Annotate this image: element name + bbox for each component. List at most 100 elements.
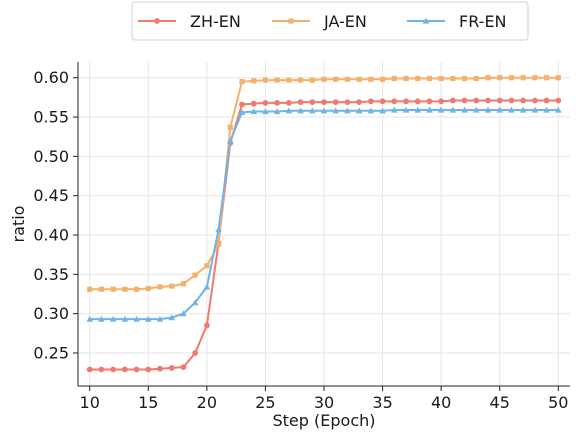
zh-en-point [86,366,93,373]
zh-en-point [543,97,550,104]
zh-en-point [531,97,538,104]
legend-label: ZH-EN [190,12,241,31]
ja-en-point [110,286,116,292]
y-tick-label: 0.45 [33,186,69,205]
zh-en-point [414,98,421,105]
fr-en-point [203,283,211,290]
ja-en-point [520,75,526,81]
fr-en-point [402,106,410,113]
zh-en-point [391,98,398,105]
fr-en-point [273,108,281,115]
zh-en-point [438,98,445,105]
ja-en-point [473,75,479,82]
legend-box [131,1,529,41]
fr-en-point [472,106,480,113]
fr-en-point [98,315,105,322]
zh-en-point [555,97,562,104]
fr-en-point [332,107,340,114]
fr-en-point [496,106,504,113]
fr-en-point [308,107,316,114]
y-axis-label: ratio [9,206,28,243]
zh-en-point [520,97,527,104]
ja-en-point [497,75,503,81]
zh-en-point [332,99,339,106]
ja-en-point [204,263,210,269]
ja-en-point [297,77,304,83]
series-layer [86,75,562,373]
ja-en-point [450,75,456,82]
ja-en-point [215,241,222,248]
ja-en-point [391,75,397,82]
fr-en-point [133,315,140,322]
ja-en-point [321,76,327,82]
series-ja-en [87,75,561,292]
legend-fr-en-point [422,17,430,24]
ja-en-point [403,75,409,82]
zh-en-point [145,366,152,373]
ja-en-point [461,75,468,82]
ja-en-point [344,76,351,82]
x-tick-label: 35 [372,393,392,412]
fr-en-point [531,106,539,113]
zh-en-point [379,98,386,105]
x-axis-label: Step (Epoch) [273,411,376,430]
y-tick-label: 0.60 [33,68,69,87]
y-tick-label: 0.55 [33,108,69,127]
zh-en-point [485,97,491,104]
ja-en-point [262,77,269,83]
ja-en-point [87,286,93,292]
ja-en-point [145,285,151,292]
y-tick-label: 0.40 [33,226,69,245]
ja-en-point [192,272,198,278]
y-tick-label: 0.30 [33,304,69,323]
zh-en-point [180,364,187,371]
fr-en-point [285,107,293,114]
ja-en-point [333,76,339,82]
fr-en-point [367,107,375,114]
series-fr-en [86,106,562,322]
zh-en-point [321,99,327,106]
fr-en-point [191,299,199,306]
zh-en-point [250,100,257,107]
fr-en-point [519,106,527,113]
fr-en-point [109,315,117,322]
x-tick-label: 25 [255,393,275,412]
zh-en-point [344,99,351,106]
ja-en-point [98,286,105,292]
fr-en-point [379,107,386,114]
fr-en-point [250,108,258,115]
fr-en-point [121,315,129,322]
legend-entry-fr-en: FR-EN [407,12,507,31]
legend-label: JA-EN [323,12,367,31]
ja-en-point [532,75,538,81]
zh-en-point [239,101,245,108]
fr-en-point [390,106,398,113]
zh-en-point [297,99,304,106]
zh-en-point [285,99,292,106]
ja-en-point [157,284,163,290]
x-tick-label: 20 [197,393,217,412]
ja-en-point [227,124,233,130]
zh-en-point [203,322,210,329]
zh-en-point [262,99,269,106]
zh-en-point [367,98,374,105]
ja-en-point [169,283,175,289]
fr-en-point [262,108,269,115]
fr-en-point [554,106,562,113]
series-zh-en [86,97,562,373]
y-tick-label: 0.50 [33,147,69,166]
x-tick-label: 15 [138,393,158,412]
ja-en-point [133,286,140,292]
fr-en-point [449,106,457,113]
fr-en-point [414,106,422,113]
ja-en-point [543,75,550,81]
ja-en-point [274,77,280,83]
fr-en-point [215,226,222,233]
zh-en-point [157,365,163,372]
fr-en-point [461,106,468,113]
x-tick-label: 40 [431,393,451,412]
x-tick-label: 10 [80,393,100,412]
zh-en-point [356,99,363,106]
fr-en-point [168,314,176,321]
x-ticks: 10 15 20 25 30 35 40 45 50 [80,386,568,412]
